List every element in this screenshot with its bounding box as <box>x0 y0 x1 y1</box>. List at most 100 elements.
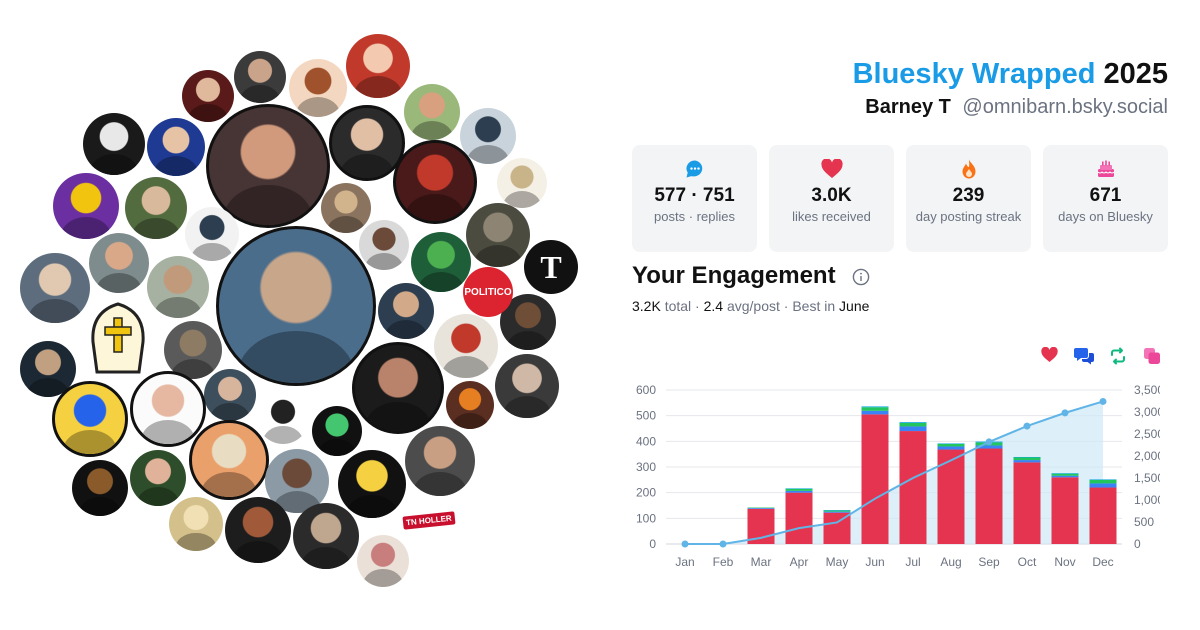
heart-icon <box>769 159 894 179</box>
display-name: Barney T <box>865 96 951 118</box>
bar-segment <box>1089 479 1117 480</box>
bar-segment <box>1013 456 1041 458</box>
avatar[interactable] <box>204 369 256 421</box>
avatar[interactable] <box>378 283 434 339</box>
avatar[interactable] <box>312 406 362 456</box>
avatar[interactable] <box>257 392 309 444</box>
left-axis-tick: 100 <box>636 511 656 525</box>
avatar[interactable] <box>147 256 209 318</box>
avatar[interactable] <box>189 420 269 500</box>
avatar[interactable] <box>52 381 128 457</box>
avatar[interactable] <box>20 253 90 323</box>
avatar[interactable] <box>357 535 409 587</box>
bar-segment <box>899 422 927 423</box>
tn-holler-logo[interactable]: TN HOLLER <box>402 511 456 530</box>
bar-segment <box>823 511 851 513</box>
bar-segment <box>861 414 889 544</box>
x-axis-tick: Nov <box>1054 555 1075 569</box>
avatar[interactable] <box>352 342 444 434</box>
left-axis-tick: 0 <box>649 537 656 551</box>
engagement-chart: 0 100 200 300 400 500 600 0 500 1,000 1,500 2,000 2,… <box>636 383 1160 569</box>
cumulative-line <box>685 400 1104 545</box>
left-axis-tick: 400 <box>636 434 656 448</box>
x-axis-tick: May <box>826 555 849 569</box>
bar-segment <box>1013 460 1041 463</box>
mitre-avatar[interactable] <box>74 296 162 384</box>
bar-segment <box>747 507 775 509</box>
bar-segment <box>975 448 1003 544</box>
x-axis-tick: Feb <box>713 555 734 569</box>
bar-segment <box>785 488 813 491</box>
right-axis-tick: 3,500 <box>1134 383 1160 397</box>
avatar[interactable] <box>225 497 291 563</box>
avatar[interactable] <box>321 183 371 233</box>
chat-bubble-icon <box>632 159 757 179</box>
left-axis-tick: 500 <box>636 409 656 423</box>
avatar[interactable] <box>404 84 460 140</box>
right-axis-tick: 1,000 <box>1134 493 1160 507</box>
engagement-title: Your Engagement <box>632 262 836 289</box>
reposts-legend-icon[interactable] <box>1109 347 1127 370</box>
flame-icon <box>906 159 1031 179</box>
stat-value: 3.0K <box>811 185 852 206</box>
avatar[interactable] <box>289 59 347 117</box>
avatar[interactable] <box>169 497 223 551</box>
bar-segment <box>1013 462 1041 544</box>
avatar[interactable] <box>147 118 205 176</box>
engagement-total-label: total · <box>664 298 700 314</box>
avatar[interactable] <box>393 140 477 224</box>
likes-legend-icon[interactable] <box>1041 346 1058 368</box>
bar-segment <box>1013 457 1041 461</box>
bar-segment <box>823 510 851 511</box>
brand-title: Bluesky Wrapped <box>852 58 1096 90</box>
bar-segment <box>861 406 889 408</box>
cumulative-point <box>985 438 993 446</box>
right-axis-tick: 0 <box>1134 537 1141 551</box>
politico-logo[interactable]: POLITICO <box>463 267 513 317</box>
x-axis-tick: Dec <box>1092 555 1113 569</box>
avatar[interactable] <box>185 207 239 261</box>
quotes-legend-icon[interactable] <box>1143 347 1161 370</box>
right-axis-tick: 500 <box>1134 515 1154 529</box>
avatar[interactable] <box>293 503 359 569</box>
bar-segment <box>1051 473 1079 476</box>
bar-segment <box>975 445 1003 449</box>
bar-segment <box>899 426 927 432</box>
stat-card-streak: 239 day posting streak <box>906 145 1031 252</box>
avatar[interactable] <box>346 34 410 98</box>
stat-value: 577 · 751 <box>654 185 735 206</box>
avatar[interactable] <box>130 450 186 506</box>
cumulative-point <box>719 540 727 548</box>
stat-card-posts: 577 · 751 posts · replies <box>632 145 757 252</box>
avatar[interactable] <box>329 105 405 181</box>
avatar[interactable] <box>164 321 222 379</box>
avatar[interactable] <box>182 70 234 122</box>
avatar[interactable] <box>460 108 516 164</box>
right-axis-tick: 1,500 <box>1134 471 1160 485</box>
avatar[interactable] <box>216 226 376 386</box>
info-icon[interactable] <box>852 268 870 291</box>
avatar[interactable] <box>359 220 409 270</box>
right-axis-tick: 2,500 <box>1134 427 1160 441</box>
x-axis-tick: Jul <box>905 555 920 569</box>
avatar[interactable] <box>89 233 149 293</box>
avatar[interactable] <box>72 460 128 516</box>
avatar[interactable] <box>83 113 145 175</box>
avatar[interactable] <box>338 450 406 518</box>
nyt-logo[interactable]: T <box>524 240 578 294</box>
avatar[interactable] <box>125 177 187 239</box>
replies-legend-icon[interactable] <box>1074 347 1094 370</box>
avatar[interactable] <box>495 354 559 418</box>
avatar[interactable] <box>206 104 330 228</box>
avatar[interactable] <box>434 314 498 378</box>
avatar[interactable] <box>234 51 286 103</box>
avatar[interactable] <box>411 232 471 292</box>
avatar[interactable] <box>405 426 475 496</box>
avatar[interactable] <box>497 158 547 208</box>
x-axis-tick: Oct <box>1018 555 1037 569</box>
avatar[interactable] <box>466 203 530 267</box>
avatar[interactable] <box>53 173 119 239</box>
left-axis-tick: 200 <box>636 486 656 500</box>
avatar[interactable] <box>446 381 494 429</box>
avatar[interactable] <box>130 371 206 447</box>
